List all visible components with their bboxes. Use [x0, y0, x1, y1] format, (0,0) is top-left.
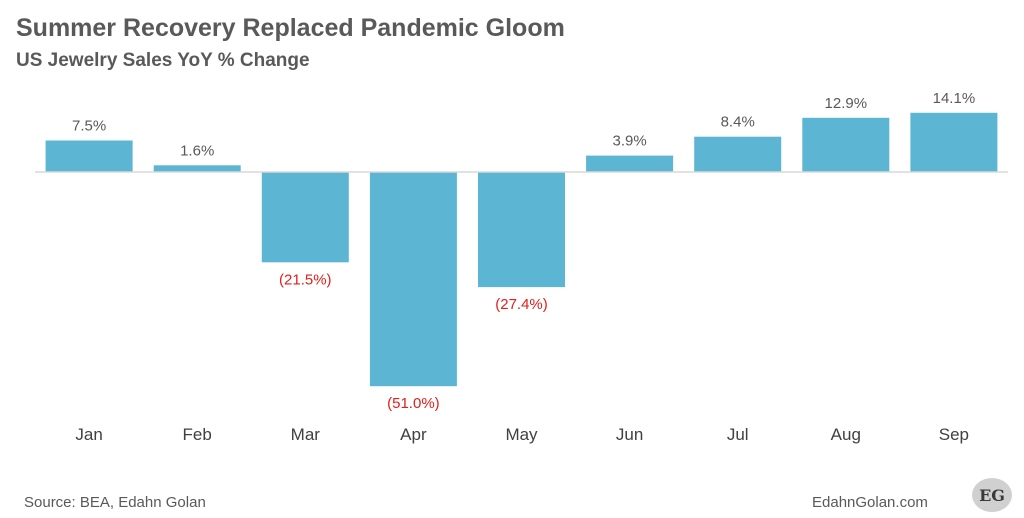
x-tick-label-feb: Feb [183, 425, 212, 444]
x-tick-label-jan: Jan [75, 425, 102, 444]
x-tick-label-jul: Jul [727, 425, 749, 444]
data-label-aug: 12.9% [825, 95, 868, 112]
bar-apr [369, 172, 457, 387]
chart-title: Summer Recovery Replaced Pandemic Gloom [16, 14, 565, 42]
data-label-sep: 14.1% [933, 90, 976, 107]
source-note: Source: BEA, Edahn Golan [24, 494, 206, 511]
data-label-jun: 3.9% [612, 133, 646, 150]
bar-feb [153, 165, 241, 172]
chart-subtitle: US Jewelry Sales YoY % Change [16, 50, 310, 71]
bar-jun [586, 155, 674, 172]
data-label-jul: 8.4% [721, 114, 755, 131]
data-label-may: (27.4%) [495, 296, 548, 313]
bar-chart: 7.5% Jan 1.6% Feb (21.5%) Mar (51.0%) Apr (27.4%… [35, 90, 1008, 444]
x-tick-label-aug: Aug [831, 425, 861, 444]
data-label-jan: 7.5% [72, 118, 106, 135]
site-credit: EdahnGolan.com [812, 494, 928, 511]
bar-sep [910, 112, 998, 172]
x-tick-label-jun: Jun [616, 425, 643, 444]
bar-jan [45, 140, 133, 172]
eg-logo: EG [972, 478, 1012, 512]
x-tick-label-apr: Apr [400, 425, 427, 444]
data-label-apr: (51.0%) [387, 395, 440, 412]
data-label-feb: 1.6% [180, 142, 214, 159]
data-label-mar: (21.5%) [279, 271, 332, 288]
bar-mar [261, 172, 349, 263]
bar-jul [694, 136, 782, 172]
bar-aug [802, 117, 890, 172]
x-tick-label-may: May [505, 425, 538, 444]
bar-may [478, 172, 565, 288]
x-tick-label-sep: Sep [939, 425, 969, 444]
x-tick-label-mar: Mar [291, 425, 321, 444]
